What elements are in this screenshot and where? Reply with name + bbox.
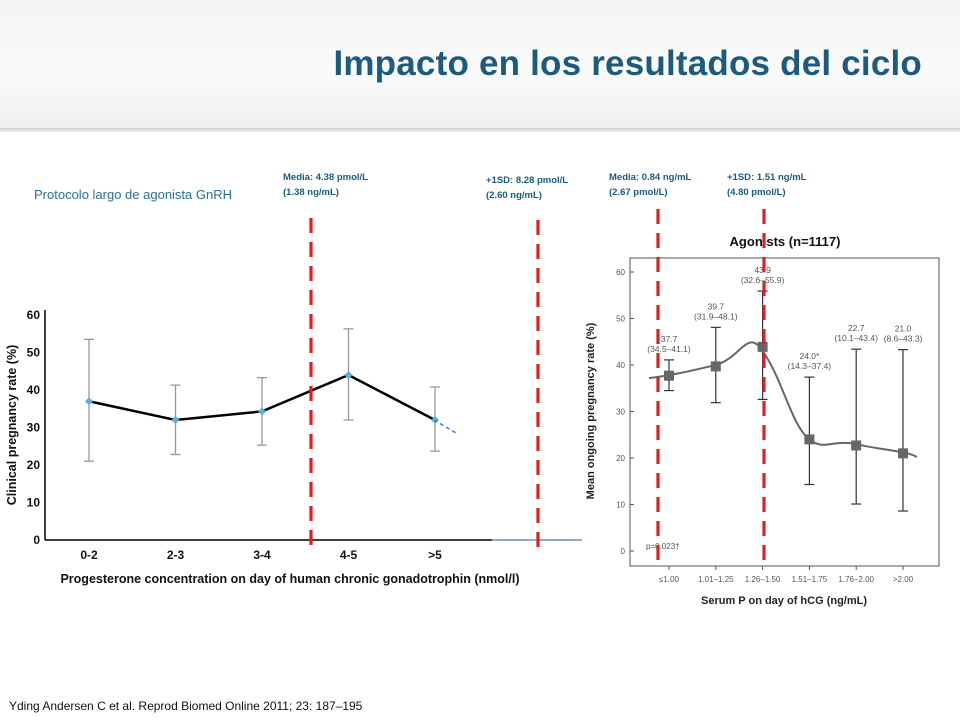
right-y-tick: 20 xyxy=(616,454,625,463)
left-data-point xyxy=(344,371,353,379)
right-x-tick: 1.01–1.25 xyxy=(698,575,734,584)
right-y-axis-label: Mean ongoing pregnancy rate (%) xyxy=(585,322,597,499)
right-point-ci-label: (31.9–48.1) xyxy=(694,311,738,321)
right-x-axis-label: Serum P on day of hCG (ng/mL) xyxy=(701,595,867,607)
right-x-tick: ≤1.00 xyxy=(659,575,680,584)
right-x-tick: >2.00 xyxy=(893,575,914,584)
right-point-value-label: 24.0* xyxy=(799,351,820,361)
left-y-tick: 0 xyxy=(33,533,40,547)
right-data-point xyxy=(804,434,815,445)
left-x-tick: 0-2 xyxy=(80,548,98,562)
reference-lines xyxy=(309,209,766,560)
right-data-point xyxy=(664,370,674,381)
right-point-ci-label: (14.3–37.4) xyxy=(788,361,832,371)
right-y-tick: 40 xyxy=(616,361,625,370)
left-x-tick: >5 xyxy=(428,548,442,562)
left-x-tick: 3-4 xyxy=(253,548,271,562)
annotation-line: (2.67 pmol/L) xyxy=(609,187,668,198)
annotation-line: Media: 4.38 pmol/L xyxy=(283,172,368,183)
right-plot-frame xyxy=(629,257,940,567)
left-chart: 0 10 20 30 40 50 60 0-2 2-3 3-4 4-5 >5 Clinical pr… xyxy=(5,308,520,586)
left-y-tick: 10 xyxy=(27,496,41,510)
right-point-value-label: 21.0 xyxy=(895,324,912,334)
right-chart-title: Agonists (n=1117) xyxy=(730,234,841,249)
right-smooth-curve xyxy=(648,341,918,458)
protocol-label: Protocolo largo de agonista GnRH xyxy=(34,187,233,202)
right-data-point xyxy=(710,361,721,372)
annotation-line: Media: 0.84 ng/mL xyxy=(609,172,692,183)
left-y-axis-label: Clinical pregnancy rate (%) xyxy=(5,345,19,505)
left-x-tick: 4-5 xyxy=(340,548,358,562)
annotation-line: +1SD: 8.28 pmol/L xyxy=(486,175,569,186)
annotation-mean-ng: Media: 0.84 ng/mL (2.67 pmol/L) xyxy=(609,170,691,200)
left-data-point xyxy=(85,397,93,406)
annotation-line: +1SD: 1.51 ng/mL xyxy=(727,172,807,183)
right-p-value: p=0.023† xyxy=(646,542,680,551)
right-y-tick: 50 xyxy=(616,315,625,324)
annotation-line: (4.80 pmol/L) xyxy=(727,187,786,198)
left-x-tick: 2-3 xyxy=(167,548,185,562)
right-point-ci-label: (8.6–43.3) xyxy=(884,334,923,344)
right-chart: Agonists (n=1117) 0 10 20 30 40 50 60 ≤1.00 1.0… xyxy=(585,234,940,607)
right-data-point xyxy=(898,448,908,459)
left-data-point xyxy=(258,407,266,416)
left-trend-extension xyxy=(433,419,457,434)
annotation-sd-pmol: +1SD: 8.28 pmol/L (2.60 ng/mL) xyxy=(486,173,568,203)
slide-title: Impacto en los resultados del ciclo xyxy=(333,44,922,83)
left-x-axis-label: Progesterone concentration on day of hum… xyxy=(60,572,519,586)
right-y-tick: 60 xyxy=(616,268,625,277)
right-data-point xyxy=(757,341,768,352)
right-x-tick: 1.76–2.00 xyxy=(838,575,874,584)
annotation-mean-pmol: Media: 4.38 pmol/L (1.38 ng/mL) xyxy=(283,170,368,200)
right-point-value-label: 39.7 xyxy=(708,301,725,311)
left-y-tick: 40 xyxy=(27,383,41,397)
left-y-tick: 30 xyxy=(27,421,41,435)
banner-divider xyxy=(0,128,960,132)
right-x-tick: 1.26–1.50 xyxy=(745,575,781,584)
right-point-value-label: 37.7 xyxy=(661,334,678,344)
puzzle-banner xyxy=(0,0,960,132)
left-y-tick: 60 xyxy=(27,308,41,322)
right-y-tick: 0 xyxy=(621,547,626,556)
citation: Yding Andersen C et al. Reprod Biomed On… xyxy=(9,699,363,713)
left-data-point xyxy=(171,416,180,424)
annotation-line: (2.60 ng/mL) xyxy=(486,190,542,201)
left-y-tick: 20 xyxy=(27,458,41,472)
annotation-sd-ng: +1SD: 1.51 ng/mL (4.80 pmol/L) xyxy=(727,170,806,200)
right-point-ci-label: (10.1–43.4) xyxy=(834,333,878,343)
right-point-ci-label: (32.6–55.9) xyxy=(741,275,785,285)
right-point-value-label: 22.7 xyxy=(848,323,865,333)
right-point-ci-label: (34.5–41.1) xyxy=(647,344,691,354)
right-y-tick: 30 xyxy=(616,408,625,417)
right-y-tick: 10 xyxy=(616,501,625,510)
left-y-tick: 50 xyxy=(27,346,41,360)
annotation-line: (1.38 ng/mL) xyxy=(283,187,339,198)
right-x-tick: 1.51–1.75 xyxy=(792,575,828,584)
right-data-point xyxy=(851,440,862,451)
